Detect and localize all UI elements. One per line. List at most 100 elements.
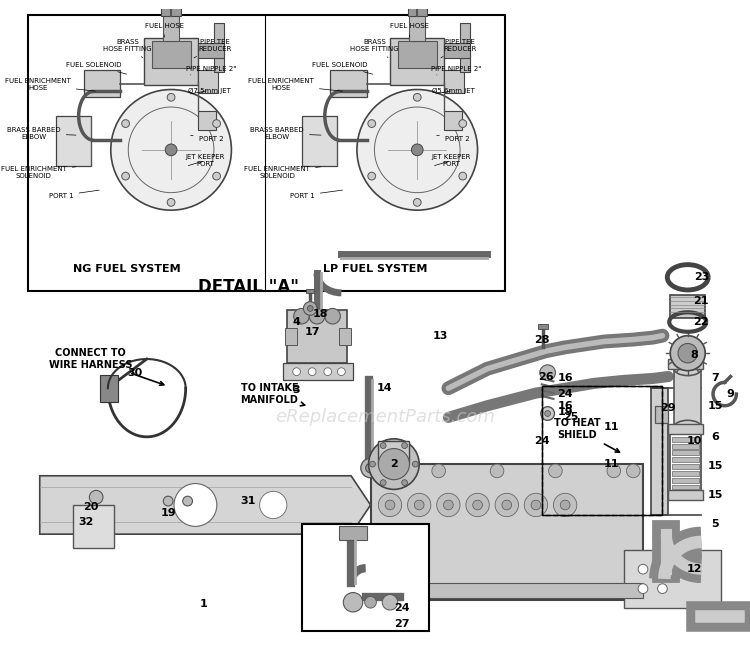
Text: PIPE NIPPLE 2": PIPE NIPPLE 2" <box>186 66 236 75</box>
Bar <box>538 324 548 329</box>
Bar <box>407 6 427 16</box>
Bar <box>670 295 705 318</box>
Circle shape <box>361 458 380 478</box>
Bar <box>655 406 668 423</box>
Bar <box>623 550 721 608</box>
Circle shape <box>626 464 640 478</box>
Text: 15: 15 <box>707 400 723 411</box>
Text: 9: 9 <box>727 389 734 399</box>
Circle shape <box>490 464 504 478</box>
Bar <box>378 441 410 464</box>
Circle shape <box>402 480 407 485</box>
Circle shape <box>366 463 376 473</box>
Circle shape <box>382 594 398 610</box>
Bar <box>672 471 700 476</box>
Circle shape <box>413 198 422 206</box>
Circle shape <box>111 89 232 210</box>
Bar <box>198 70 217 93</box>
Circle shape <box>292 368 301 376</box>
Circle shape <box>540 365 556 380</box>
Circle shape <box>122 120 130 128</box>
Circle shape <box>495 493 518 516</box>
Bar <box>330 70 367 97</box>
Text: FUEL SOLENOID: FUEL SOLENOID <box>312 62 373 75</box>
Bar <box>460 23 470 72</box>
Text: 3: 3 <box>292 385 301 395</box>
Text: FUEL ENRICHMENT
SOLENOID: FUEL ENRICHMENT SOLENOID <box>244 166 321 179</box>
Polygon shape <box>40 476 370 534</box>
Bar <box>668 491 704 500</box>
Text: 6: 6 <box>711 432 719 442</box>
Circle shape <box>413 461 419 467</box>
Text: FUEL HOSE: FUEL HOSE <box>145 23 184 37</box>
Bar <box>285 328 296 345</box>
Text: 16: 16 <box>557 400 573 411</box>
Circle shape <box>432 464 445 478</box>
Circle shape <box>213 120 220 128</box>
Text: JET KEEPER
PORT: JET KEEPER PORT <box>185 154 225 167</box>
Text: 27: 27 <box>394 619 410 629</box>
Circle shape <box>357 89 478 210</box>
Bar <box>164 14 178 41</box>
Text: TO INTAKE
MANIFOLD: TO INTAKE MANIFOLD <box>241 383 304 406</box>
Circle shape <box>213 172 220 180</box>
Text: FUEL ENRICHMENT
SOLENOID: FUEL ENRICHMENT SOLENOID <box>1 166 76 179</box>
Text: NG FUEL SYSTEM: NG FUEL SYSTEM <box>74 264 181 273</box>
Circle shape <box>308 305 314 311</box>
Text: 22: 22 <box>694 317 709 327</box>
Text: 23: 23 <box>694 272 709 283</box>
Bar <box>302 524 429 631</box>
Bar <box>672 464 700 469</box>
Text: PIPE TEE
REDUCER: PIPE TEE REDUCER <box>441 40 477 58</box>
Text: 25: 25 <box>563 412 579 422</box>
Circle shape <box>386 500 394 510</box>
Text: 4: 4 <box>292 317 301 327</box>
Circle shape <box>658 584 668 594</box>
Text: 20: 20 <box>82 502 98 512</box>
Bar <box>340 526 367 540</box>
Bar <box>672 478 700 483</box>
Text: 24: 24 <box>557 389 573 399</box>
Circle shape <box>638 564 648 574</box>
Text: 2: 2 <box>390 459 398 469</box>
Bar <box>668 359 704 369</box>
Circle shape <box>638 584 648 594</box>
Text: 32: 32 <box>79 518 94 527</box>
Circle shape <box>378 448 410 480</box>
Circle shape <box>174 483 217 526</box>
Circle shape <box>122 172 130 180</box>
Circle shape <box>374 464 387 478</box>
Bar <box>198 43 223 58</box>
Circle shape <box>304 301 317 315</box>
Bar <box>370 583 643 598</box>
Circle shape <box>368 439 419 489</box>
Circle shape <box>459 172 466 180</box>
Bar <box>672 444 700 448</box>
Text: 24: 24 <box>394 603 410 613</box>
Bar <box>445 111 462 130</box>
Text: 17: 17 <box>304 327 320 337</box>
Text: FUEL ENRICHMENT
HOSE: FUEL ENRICHMENT HOSE <box>248 78 343 91</box>
Text: 29: 29 <box>661 402 676 413</box>
Circle shape <box>308 368 316 376</box>
Circle shape <box>443 500 453 510</box>
Circle shape <box>407 493 430 516</box>
Bar <box>672 450 700 456</box>
Text: Ø7.5mm JET: Ø7.5mm JET <box>188 87 230 94</box>
Text: 14: 14 <box>376 383 392 393</box>
Circle shape <box>368 172 376 180</box>
Text: 26: 26 <box>538 371 554 382</box>
Bar <box>152 41 190 68</box>
Text: TO HEAT
SHIELD: TO HEAT SHIELD <box>554 418 620 452</box>
Circle shape <box>165 144 177 156</box>
Text: Ø5.6mm JET: Ø5.6mm JET <box>432 87 475 94</box>
Circle shape <box>670 336 705 371</box>
Circle shape <box>309 308 325 324</box>
Circle shape <box>344 592 363 612</box>
Circle shape <box>544 411 550 417</box>
Text: JET KEEPER
PORT: JET KEEPER PORT <box>431 154 471 167</box>
Circle shape <box>167 93 175 101</box>
Circle shape <box>502 500 512 510</box>
Bar <box>670 432 701 492</box>
Text: DETAIL "A": DETAIL "A" <box>199 278 299 296</box>
